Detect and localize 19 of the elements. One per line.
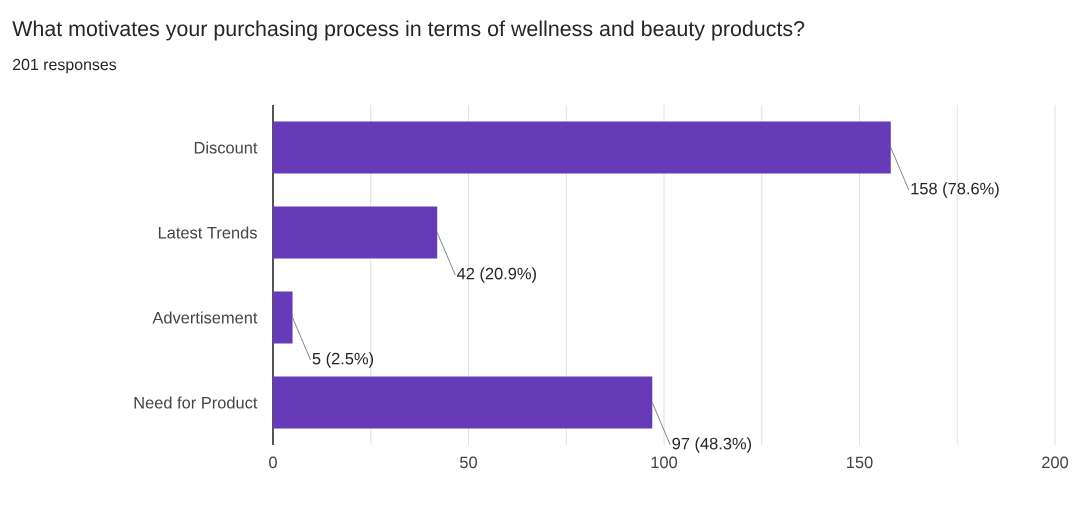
- bar: [273, 121, 891, 174]
- y-tick-label: Discount: [194, 141, 258, 154]
- data-label: 5 (2.5%): [312, 352, 374, 368]
- data-label: 42 (20.9%): [457, 267, 536, 283]
- x-tick-label: 200: [1042, 456, 1069, 469]
- x-tick-label: 0: [269, 456, 277, 469]
- bar: [273, 206, 438, 259]
- y-tick-label: Need for Product: [134, 396, 258, 409]
- x-tick-label: 100: [651, 456, 678, 469]
- y-tick-label: Latest Trends: [158, 226, 257, 239]
- bar: [273, 376, 653, 429]
- x-tick-label: 150: [847, 456, 873, 469]
- chart-title: What motivates your purchasing process in terms of wellness and beauty products?: [12, 20, 805, 41]
- x-tick-label: 50: [460, 456, 477, 469]
- text: 201 responses: [13, 58, 117, 74]
- data-label: 158 (78.6%): [911, 182, 999, 198]
- y-tick-label: Advertisement: [152, 311, 258, 324]
- data-label: 97 (48.3%): [672, 437, 752, 453]
- bar: [273, 291, 293, 344]
